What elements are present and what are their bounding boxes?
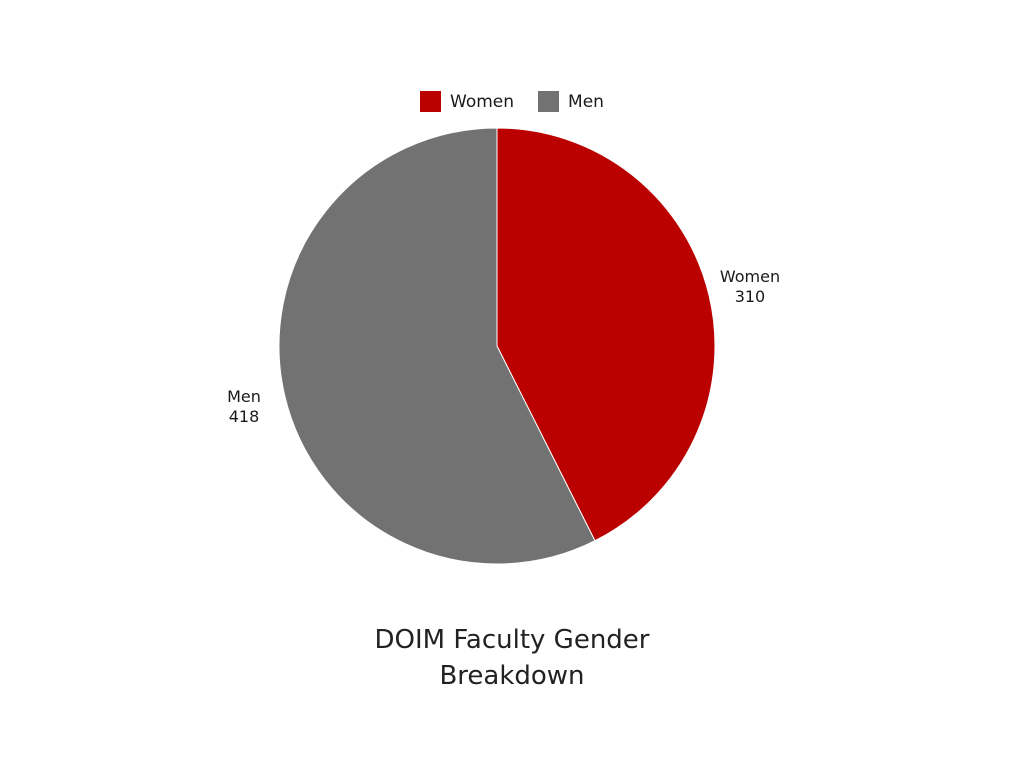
chart-title: DOIM Faculty Gender Breakdown (0, 622, 1024, 694)
data-label-women: Women 310 (720, 267, 780, 306)
data-label-women-value: 310 (735, 287, 766, 306)
pie-slices (278, 127, 716, 565)
pie-slice-women[interactable] (496, 127, 716, 542)
data-label-women-name: Women (720, 267, 780, 286)
data-label-men: Men 418 (227, 387, 261, 426)
slice-labels: Women 310 Men 418 (227, 267, 780, 426)
chart-title-line-1: DOIM Faculty Gender (374, 625, 650, 655)
pie-slice-men[interactable] (278, 127, 596, 565)
legend-swatch-men (538, 91, 560, 112)
data-label-men-name: Men (227, 387, 261, 406)
legend-item-women[interactable]: Women (420, 91, 514, 112)
legend: Women Men (0, 91, 1024, 112)
legend-item-men[interactable]: Men (538, 91, 604, 112)
legend-label-men: Men (568, 91, 604, 112)
chart-title-line-2: Breakdown (439, 661, 585, 691)
legend-label-women: Women (450, 91, 515, 112)
legend-swatch-women (420, 91, 442, 112)
data-label-men-value: 418 (229, 407, 260, 426)
